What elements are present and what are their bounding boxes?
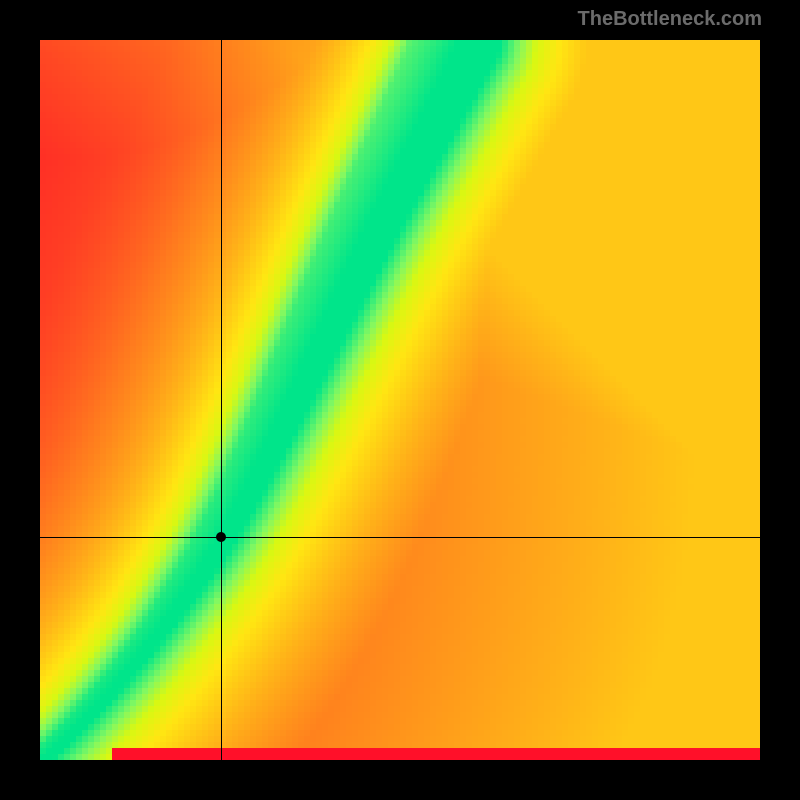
chart-container: TheBottleneck.com: [0, 0, 800, 800]
heatmap-canvas: [40, 40, 760, 760]
watermark-text: TheBottleneck.com: [578, 8, 762, 31]
plot-area: [40, 40, 760, 760]
crosshair-vertical: [221, 40, 222, 760]
crosshair-horizontal: [40, 537, 760, 538]
crosshair-marker: [216, 532, 226, 542]
